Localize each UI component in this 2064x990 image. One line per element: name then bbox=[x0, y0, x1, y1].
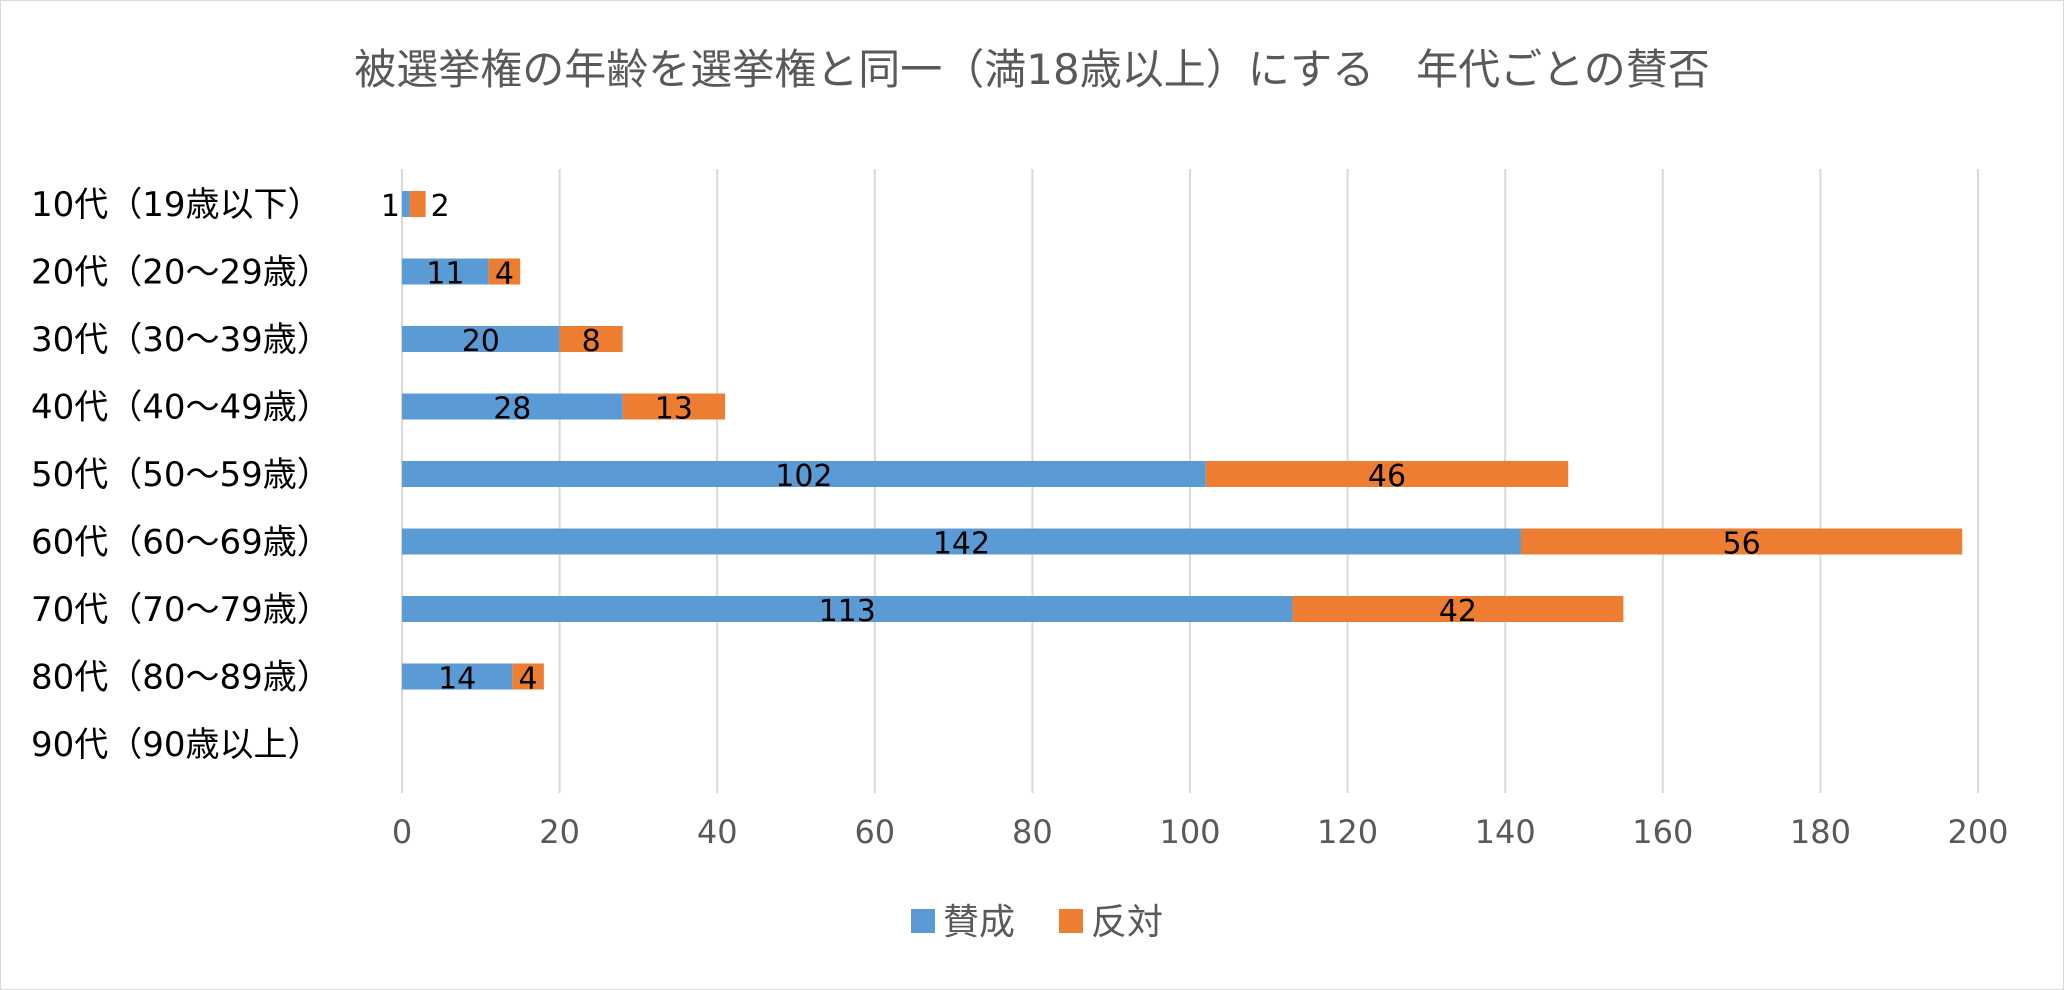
bar-segment bbox=[622, 393, 726, 420]
data-label: 13 bbox=[655, 392, 693, 427]
category-label: 50代（50～59歳） bbox=[31, 455, 331, 495]
data-label: 11 bbox=[426, 257, 464, 292]
x-tick-label: 140 bbox=[1475, 813, 1536, 851]
chart-title: 被選挙権の年齢を選挙権と同一（満18歳以上）にする 年代ごとの賛否 bbox=[354, 45, 1709, 94]
bar-segment bbox=[402, 461, 1206, 487]
data-label: 42 bbox=[1439, 594, 1477, 629]
bar-segment bbox=[512, 663, 544, 690]
x-tick-label: 0 bbox=[392, 813, 412, 851]
category-label: 70代（70～79歳） bbox=[31, 590, 331, 630]
x-tick-label: 200 bbox=[1947, 813, 2008, 851]
bar-segment bbox=[488, 258, 521, 285]
legend-label: 賛成 bbox=[943, 902, 1015, 943]
legend-swatch bbox=[1059, 909, 1083, 933]
x-tick-label: 40 bbox=[697, 813, 738, 851]
data-label: 142 bbox=[933, 527, 990, 562]
data-label: 46 bbox=[1368, 459, 1406, 494]
x-tick-label: 20 bbox=[539, 813, 580, 851]
x-tick-label: 100 bbox=[1159, 813, 1220, 851]
category-label: 80代（80～89歳） bbox=[31, 658, 331, 698]
x-tick-label: 160 bbox=[1632, 813, 1693, 851]
category-label: 60代（60～69歳） bbox=[31, 523, 331, 563]
bar-segment bbox=[1520, 528, 1963, 555]
bar-segment bbox=[402, 326, 560, 352]
bar-segment bbox=[1205, 461, 1569, 487]
bar-segment bbox=[402, 596, 1293, 622]
bar-segment bbox=[409, 191, 426, 217]
data-label: 1 bbox=[381, 189, 400, 224]
bar-segment bbox=[1292, 596, 1624, 622]
data-label: 113 bbox=[819, 594, 876, 629]
bar-segment bbox=[402, 191, 410, 217]
category-label: 10代（19歳以下） bbox=[31, 185, 322, 225]
data-label: 2 bbox=[431, 189, 450, 224]
category-label: 90代（90歳以上） bbox=[31, 725, 322, 765]
data-label: 20 bbox=[462, 324, 500, 359]
bars bbox=[402, 191, 1963, 690]
legend-label: 反対 bbox=[1091, 902, 1163, 943]
data-label: 4 bbox=[519, 662, 538, 697]
bar-segment bbox=[402, 663, 513, 690]
bar-segment bbox=[402, 393, 623, 420]
labels: 0 20 40 60 80 100 120 140 160 180 20010代（19歳以下）20代… bbox=[31, 185, 2009, 851]
x-tick-label: 180 bbox=[1790, 813, 1851, 851]
x-tick-label: 80 bbox=[1012, 813, 1053, 851]
category-label: 40代（40～49歳） bbox=[31, 388, 331, 428]
bar-segment bbox=[402, 258, 489, 285]
data-label: 14 bbox=[438, 662, 476, 697]
x-tick-label: 120 bbox=[1317, 813, 1378, 851]
legend-swatch bbox=[911, 909, 935, 933]
bar-segment bbox=[402, 528, 1521, 555]
bar-segment bbox=[559, 326, 623, 352]
data-label: 4 bbox=[495, 257, 514, 292]
category-label: 30代（30～39歳） bbox=[31, 320, 331, 360]
x-tick-label: 60 bbox=[854, 813, 895, 851]
data-label: 56 bbox=[1723, 527, 1761, 562]
data-label: 28 bbox=[493, 392, 531, 427]
legend: 賛成 反対 bbox=[911, 902, 1163, 943]
data-label: 8 bbox=[582, 324, 601, 359]
data-label: 102 bbox=[775, 459, 832, 494]
category-label: 20代（20～29歳） bbox=[31, 253, 331, 293]
